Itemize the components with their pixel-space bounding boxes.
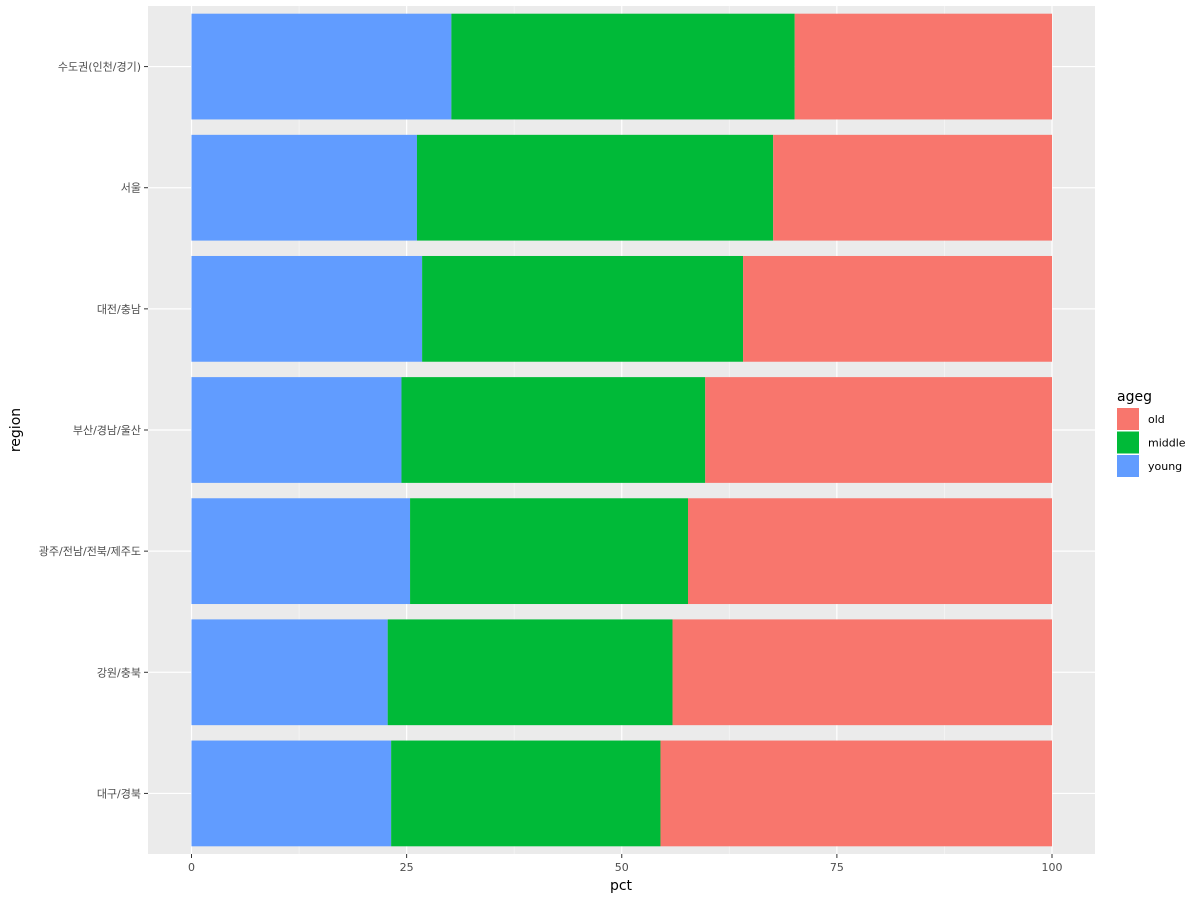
- x-tick-label: 50: [615, 861, 629, 874]
- x-tick-label: 0: [188, 861, 195, 874]
- x-tick-label: 25: [400, 861, 414, 874]
- y-axis: 수도권(인천/경기) 서울대전/충남부산/경남/울산광주/전남/전북/제주도강원/…: [39, 60, 148, 800]
- y-tick-label: 서울: [121, 182, 141, 195]
- bar-middle: [401, 377, 706, 483]
- bar-middle: [451, 13, 795, 120]
- legend-label-middle: middle: [1148, 437, 1186, 450]
- bar-young: [191, 13, 452, 120]
- legend-key-middle: [1117, 431, 1139, 454]
- legend-label-old: old: [1148, 413, 1165, 426]
- bars-layer: [191, 13, 1052, 847]
- bar-old: [743, 255, 1052, 362]
- bar-middle: [410, 498, 689, 605]
- bar-old: [688, 498, 1052, 605]
- legend-title: ageg: [1117, 389, 1152, 405]
- bar-young: [191, 377, 402, 483]
- bar-old: [660, 740, 1052, 847]
- x-axis-title: pct: [610, 878, 633, 894]
- bar-old: [794, 13, 1052, 120]
- bar-young: [191, 134, 417, 241]
- y-tick-label: 대구/경북: [97, 787, 141, 800]
- y-axis-title: region: [8, 408, 24, 452]
- bar-young: [191, 255, 423, 362]
- bar-young: [191, 619, 388, 726]
- bar-young: [191, 740, 392, 847]
- y-tick-label: 수도권(인천/경기): [58, 60, 141, 74]
- legend-label-young: young: [1148, 460, 1182, 473]
- bar-middle: [422, 255, 744, 362]
- bar-old: [672, 619, 1052, 726]
- y-tick-label: 강원/충북: [97, 666, 141, 679]
- bar-middle: [387, 619, 673, 726]
- bar-middle: [416, 134, 774, 241]
- y-tick-label: 대전/충남: [97, 303, 141, 316]
- legend: ageg old middle young: [1117, 389, 1186, 477]
- x-tick-label: 75: [830, 861, 844, 874]
- x-tick-label: 100: [1042, 861, 1063, 874]
- bar-middle: [391, 740, 661, 847]
- x-axis: 0 25 50 75 100: [188, 854, 1063, 874]
- legend-key-old: [1117, 408, 1139, 430]
- y-tick-label: 부산/경남/울산: [73, 424, 141, 437]
- bar-old: [773, 134, 1052, 241]
- legend-key-young: [1117, 455, 1139, 477]
- bar-young: [191, 498, 411, 605]
- bar-old: [705, 377, 1052, 483]
- y-tick-label: 광주/전남/전북/제주도: [39, 545, 141, 558]
